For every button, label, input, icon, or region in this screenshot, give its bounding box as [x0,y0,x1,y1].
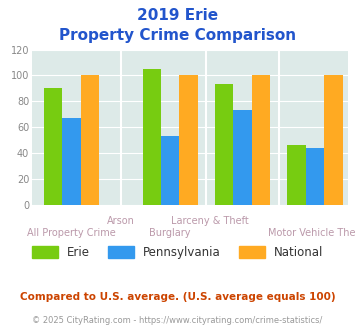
Bar [252,75,270,205]
Text: Larceny & Theft: Larceny & Theft [171,216,248,226]
Bar [62,118,81,205]
Bar [287,145,306,205]
Text: Arson: Arson [107,216,135,226]
Bar [161,136,179,205]
Text: Burglary: Burglary [149,228,191,238]
Text: Compared to U.S. average. (U.S. average equals 100): Compared to U.S. average. (U.S. average … [20,292,335,302]
Bar [81,75,99,205]
Text: 2019 Erie: 2019 Erie [137,8,218,23]
Bar [306,148,324,205]
Bar [179,75,198,205]
Bar [215,84,233,205]
Bar [233,110,252,205]
Text: Property Crime Comparison: Property Crime Comparison [59,28,296,43]
Bar [44,88,62,205]
Text: Motor Vehicle Theft: Motor Vehicle Theft [268,228,355,238]
Text: © 2025 CityRating.com - https://www.cityrating.com/crime-statistics/: © 2025 CityRating.com - https://www.city… [32,316,323,325]
Legend: Erie, Pennsylvania, National: Erie, Pennsylvania, National [32,246,323,259]
Text: All Property Crime: All Property Crime [27,228,116,238]
Bar [143,69,161,205]
Bar [324,75,343,205]
